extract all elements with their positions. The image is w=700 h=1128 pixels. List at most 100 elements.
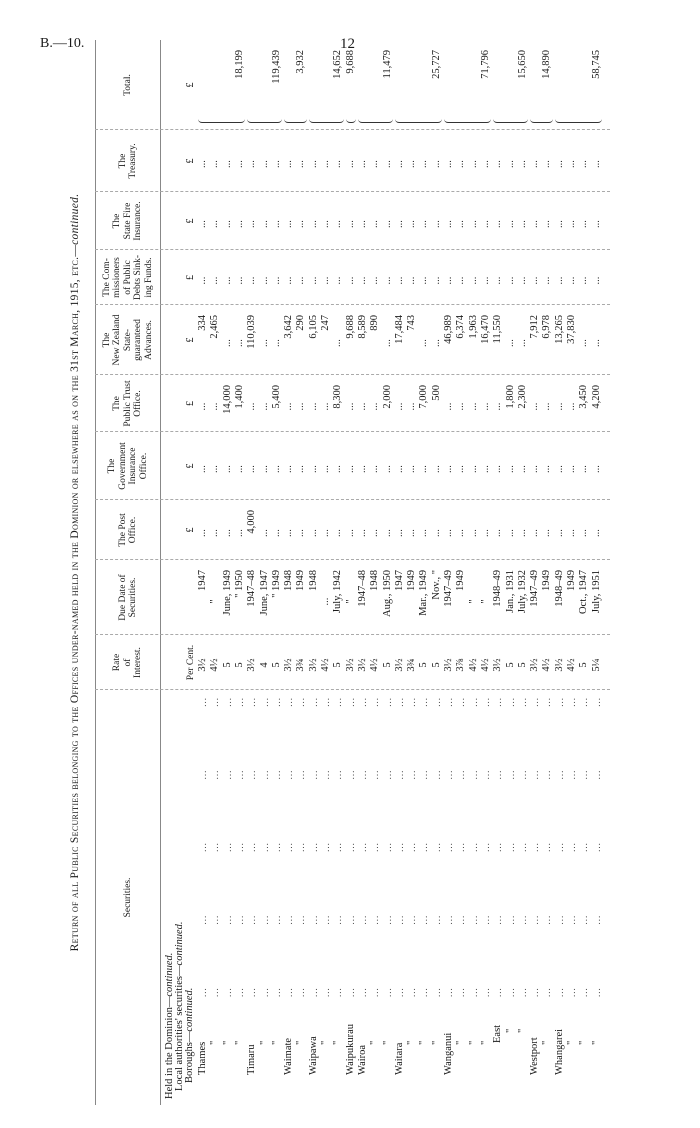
leader-dot: ... (530, 769, 541, 780)
row-pt-value: ... (467, 402, 479, 411)
row-leader-dots: ............... (246, 697, 258, 997)
row-due-date: July, 1942 (332, 570, 344, 614)
row-govt-value: ... (381, 465, 393, 473)
row-post-value: ... (233, 529, 245, 537)
leader-dot: ... (456, 914, 467, 925)
row-security-label: " (578, 1040, 590, 1045)
row-security-label: " (332, 1040, 344, 1045)
row-fire-value: ... (504, 220, 516, 228)
row-rate: 3⅞ (455, 658, 467, 672)
row-due-date: " (344, 599, 356, 604)
row-treas-value: ... (197, 160, 208, 168)
row-treas-value: ... (541, 160, 553, 168)
leader-dot: ... (591, 842, 602, 852)
row-nz-value: ... (418, 339, 430, 347)
row-total-value: 25,727 (430, 50, 442, 79)
total-group-brace (357, 118, 393, 123)
leader-dot: ... (234, 697, 245, 707)
row-security-label: Timaru (246, 1044, 258, 1075)
row-comm-value: ... (369, 276, 381, 285)
row-post-value: ... (369, 529, 381, 537)
row-govt-value: ... (209, 465, 221, 473)
row-fire-value: ... (393, 220, 405, 228)
row-treas-value: ... (369, 160, 381, 168)
header-line: Treasury. (128, 143, 138, 179)
row-leader-dots: ............... (345, 697, 357, 997)
section-text: Boroughs— (184, 1031, 195, 1083)
leader-dot: ... (222, 987, 233, 997)
leader-dot: ... (198, 914, 208, 925)
row-rate: 3½ (283, 658, 295, 672)
row-treas-value: ... (344, 160, 356, 168)
row-leader-dots: ............... (394, 697, 406, 997)
row-nz-value: ... (590, 339, 602, 347)
leader-dot: ... (296, 842, 307, 852)
row-post-value: ... (332, 529, 344, 537)
column-divider (95, 129, 610, 130)
row-post-value: ... (209, 529, 221, 537)
leader-dot: ... (591, 987, 602, 997)
leader-dot: ... (431, 769, 442, 780)
row-fire-value: ... (356, 220, 368, 228)
row-rate: 4½ (369, 658, 381, 672)
leader-dot: ... (530, 697, 541, 707)
leader-dot: ... (394, 987, 405, 997)
row-security-label: Waipukurau (344, 1023, 356, 1075)
row-treas-value: ... (529, 160, 541, 168)
leader-dot: ... (456, 987, 467, 997)
row-govt-value: ... (541, 465, 553, 473)
row-govt-value: ... (197, 465, 208, 473)
row-rate: 3½ (307, 658, 319, 672)
header-due: Due Date of Securities. (97, 560, 159, 635)
leader-dot: ... (493, 914, 504, 925)
leader-dot: ... (431, 697, 442, 707)
row-post-value: ... (283, 529, 295, 537)
row-pt-value: 4,200 (590, 385, 602, 409)
leader-dot: ... (271, 769, 282, 780)
row-security-label: " (467, 1040, 479, 1045)
row-fire-value: ... (369, 220, 381, 228)
row-rate: 4½ (209, 658, 221, 672)
leader-dot: ... (468, 987, 479, 997)
total-group-brace (394, 118, 442, 123)
leader-dot: ... (530, 987, 541, 997)
row-fire-value: ... (209, 220, 221, 228)
row-due-date: 1949 (566, 570, 577, 591)
leader-dot: ... (493, 842, 504, 852)
row-security-label: " (295, 1040, 307, 1045)
row-treas-value: ... (504, 160, 516, 168)
row-pt-value: ... (553, 402, 565, 411)
row-leader-dots: ............... (492, 697, 504, 997)
row-leader-dots: ............... (455, 697, 467, 997)
row-leader-dots: ............... (308, 697, 320, 997)
leader-dot: ... (296, 769, 307, 780)
row-rate: 3½ (356, 658, 368, 672)
row-comm-value: ... (233, 276, 245, 285)
column-divider (95, 249, 610, 250)
header-line: New Zealand (112, 314, 123, 366)
row-pt-value: ... (492, 402, 504, 411)
leader-dot: ... (431, 842, 442, 852)
row-nz-value: ... (332, 339, 344, 347)
leader-dot: ... (468, 842, 479, 852)
row-post-value: ... (430, 529, 442, 537)
row-nz-value: ... (258, 339, 270, 347)
row-treas-value: ... (479, 160, 491, 168)
row-leader-dots: ............... (382, 697, 394, 997)
leader-dot: ... (284, 914, 295, 925)
row-nz-value: 890 (369, 315, 381, 331)
row-fire-value: ... (197, 220, 208, 228)
row-rate: 5 (578, 662, 590, 668)
row-pt-value: ... (479, 402, 491, 411)
leader-dot: ... (333, 914, 344, 925)
leader-dot: ... (210, 697, 221, 707)
leader-dot: ... (234, 842, 245, 852)
leader-dot: ... (468, 697, 479, 707)
row-post-value: ... (566, 529, 577, 537)
row-comm-value: ... (529, 276, 541, 285)
row-govt-value: ... (270, 465, 282, 473)
row-leader-dots: ............... (529, 697, 541, 997)
leader-dot: ... (591, 697, 602, 707)
header-line: Securities. (128, 577, 138, 618)
leader-dot: ... (542, 842, 553, 852)
